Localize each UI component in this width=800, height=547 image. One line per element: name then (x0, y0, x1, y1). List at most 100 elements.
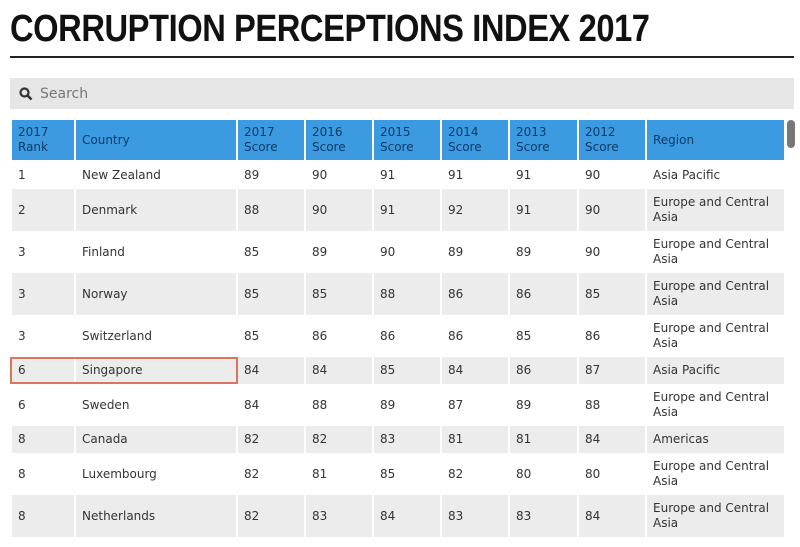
table-cell: Canada (74, 426, 238, 453)
search-input[interactable]: Search (10, 78, 794, 109)
table-row[interactable]: 6 Singapore 84 84 85 84 86 87 Asia Pacific (10, 357, 786, 384)
table-cell: 83 (508, 495, 579, 537)
table-cell: Asia Pacific (645, 357, 786, 384)
table-cell: 88 (236, 189, 306, 231)
table-cell: 88 (372, 273, 442, 315)
table-row[interactable]: 1 New Zealand 89 90 91 91 91 90 Asia Pacific (10, 161, 786, 189)
header-line: 2016 (312, 125, 343, 139)
cpi-table: 2017 Rank Country 2017 Score 2016 Score 2015 Sco… (10, 120, 786, 537)
table-cell: 84 (372, 495, 442, 537)
column-header[interactable]: Region (645, 120, 786, 162)
column-header[interactable]: Country (74, 120, 238, 162)
table-cell: Denmark (74, 189, 238, 231)
table-cell: Europe and Central Asia (645, 315, 786, 357)
table-cell: 86 (440, 273, 510, 315)
table-row[interactable]: 8 Luxembourg 82 81 85 82 80 80 Europe and Centra… (10, 453, 786, 495)
table-cell: 85 (372, 453, 442, 495)
table-cell: Europe and Central Asia (645, 384, 786, 426)
table-cell: 2 (10, 189, 76, 231)
table-cell: Norway (74, 273, 238, 315)
table-cell: 84 (236, 357, 306, 384)
table-cell: 89 (304, 231, 374, 273)
table-cell: 83 (372, 426, 442, 453)
table-row[interactable]: 6 Sweden 84 88 89 87 89 88 Europe and Central As… (10, 384, 786, 426)
table-cell: 3 (10, 231, 76, 273)
search-placeholder: Search (40, 85, 89, 102)
column-header[interactable]: 2012 Score (577, 120, 647, 162)
search-icon (19, 86, 33, 100)
table-cell: 8 (10, 495, 76, 537)
table-cell: 86 (577, 315, 647, 357)
column-header[interactable]: 2013 Score (508, 120, 579, 162)
table-cell: 90 (577, 231, 647, 273)
header-line: Region (653, 132, 695, 147)
table-cell: 91 (440, 161, 510, 189)
scrollbar[interactable] (787, 120, 795, 148)
column-header[interactable]: 2017 Score (236, 120, 306, 162)
table-cell: Luxembourg (74, 453, 238, 495)
header-line: Score (380, 140, 414, 154)
table-cell: 84 (304, 357, 374, 384)
column-header[interactable]: 2014 Score (440, 120, 510, 162)
column-header[interactable]: 2015 Score (372, 120, 442, 162)
header-line: 2017 (244, 125, 275, 139)
table-cell: 88 (304, 384, 374, 426)
table-row[interactable]: 3 Finland 85 89 90 89 89 90 Europe and Central A… (10, 231, 786, 273)
table-row[interactable]: 2 Denmark 88 90 91 92 91 90 Europe and Central A… (10, 189, 786, 231)
table-cell: Americas (645, 426, 786, 453)
column-header[interactable]: 2017 Rank (10, 120, 76, 162)
header-line: 2015 (380, 125, 411, 139)
table-cell: 80 (577, 453, 647, 495)
table-cell: 85 (372, 357, 442, 384)
table-cell: 90 (577, 189, 647, 231)
table-cell: 83 (440, 495, 510, 537)
table-row[interactable]: 8 Netherlands 82 83 84 83 83 84 Europe and Centr… (10, 495, 786, 537)
table-cell: New Zealand (74, 161, 238, 189)
table-cell: 86 (508, 273, 579, 315)
header-line: 2012 (585, 125, 616, 139)
table-cell: 87 (577, 357, 647, 384)
table-cell: 86 (372, 315, 442, 357)
table-cell: 91 (372, 189, 442, 231)
table-cell: Europe and Central Asia (645, 231, 786, 273)
table-cell: 91 (508, 189, 579, 231)
table-cell: 81 (508, 426, 579, 453)
header-line: Score (312, 140, 346, 154)
table-cell: 90 (304, 189, 374, 231)
table-cell: 82 (304, 426, 374, 453)
table-cell: 82 (236, 495, 306, 537)
header-line: Score (516, 140, 550, 154)
table-cell: 85 (236, 315, 306, 357)
table-cell: 84 (577, 426, 647, 453)
table-cell: 8 (10, 453, 76, 495)
table-row[interactable]: 8 Canada 82 82 83 81 81 84 Americas (10, 426, 786, 453)
table-row[interactable]: 3 Switzerland 85 86 86 86 85 86 Europe and Centr… (10, 315, 786, 357)
table-cell: 90 (577, 161, 647, 189)
table-cell: Europe and Central Asia (645, 495, 786, 537)
table-cell: 90 (372, 231, 442, 273)
table-cell: Asia Pacific (645, 161, 786, 189)
header-line: Score (244, 140, 278, 154)
table-cell: 89 (508, 384, 579, 426)
table-cell: 86 (440, 315, 510, 357)
table-cell: Finland (74, 231, 238, 273)
table-cell: 83 (304, 495, 374, 537)
table-cell: Europe and Central Asia (645, 273, 786, 315)
table-cell: 6 (10, 357, 76, 384)
column-header[interactable]: 2016 Score (304, 120, 374, 162)
table-cell: 86 (508, 357, 579, 384)
table-cell: 86 (304, 315, 374, 357)
table-cell: 81 (440, 426, 510, 453)
table-cell: 88 (577, 384, 647, 426)
table-cell: 87 (440, 384, 510, 426)
table-cell: Singapore (74, 357, 238, 384)
header-line: 2013 (516, 125, 547, 139)
table-cell: 85 (508, 315, 579, 357)
table-cell: 89 (372, 384, 442, 426)
table-cell: 82 (440, 453, 510, 495)
table-cell: 85 (236, 231, 306, 273)
table-cell: Europe and Central Asia (645, 189, 786, 231)
table-cell: 91 (372, 161, 442, 189)
table-cell: 92 (440, 189, 510, 231)
table-row[interactable]: 3 Norway 85 85 88 86 86 85 Europe and Central As… (10, 273, 786, 315)
